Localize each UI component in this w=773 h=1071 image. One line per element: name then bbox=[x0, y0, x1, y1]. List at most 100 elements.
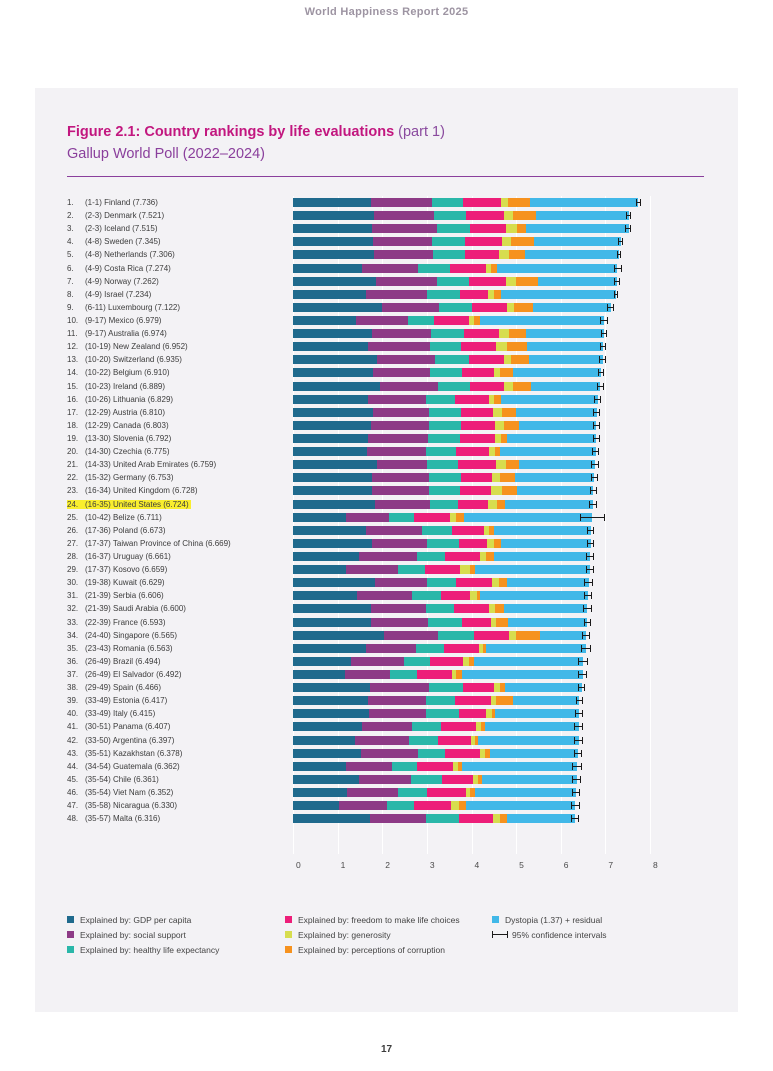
row-country-label: (16-37) Uruguay (6.661) bbox=[85, 552, 171, 561]
segment-social bbox=[347, 787, 398, 797]
row-rank: 24. bbox=[67, 499, 79, 509]
confidence-interval bbox=[600, 343, 607, 351]
segment-gdp bbox=[293, 447, 368, 457]
chart-row: 27. (17-37) Taiwan Province of China (6.6… bbox=[67, 537, 650, 550]
row-label-text: 25. (10-42) Belize (6.711) bbox=[67, 513, 164, 522]
row-label: 45. (35-54) Chile (6.361) bbox=[67, 775, 293, 784]
segment-health bbox=[392, 761, 418, 771]
segment-health bbox=[397, 787, 428, 797]
row-label: 37. (26-49) El Salvador (6.492) bbox=[67, 670, 293, 679]
row-label: 23. (16-34) United Kingdom (6.728) bbox=[67, 486, 293, 495]
confidence-interval bbox=[573, 749, 582, 757]
segment-social bbox=[366, 289, 427, 299]
row-label-text: 33. (22-39) France (6.593) bbox=[67, 618, 167, 627]
gridline bbox=[560, 196, 562, 854]
segment-gdp bbox=[293, 394, 368, 404]
segment-freedom bbox=[451, 525, 484, 535]
segment-dystopia bbox=[507, 617, 588, 627]
segment-gdp bbox=[293, 211, 374, 221]
segment-corruption bbox=[507, 198, 530, 208]
segment-generosity bbox=[492, 814, 501, 824]
segment-freedom bbox=[425, 565, 461, 575]
row-country-label: (16-35) United States (6.724) bbox=[85, 499, 189, 509]
chart-row: 43. (35-51) Kazakhstan (6.378) bbox=[67, 747, 650, 760]
row-country-label: (30-51) Panama (6.407) bbox=[85, 722, 171, 732]
segment-generosity bbox=[491, 486, 503, 496]
segment-generosity bbox=[487, 289, 495, 299]
confidence-interval bbox=[587, 526, 595, 534]
row-label-text: 45. (35-54) Chile (6.361) bbox=[67, 775, 161, 784]
chart-row: 14. (10-22) Belgium (6.910) bbox=[67, 366, 650, 379]
segment-gdp bbox=[293, 748, 361, 758]
row-rank: 8. bbox=[67, 289, 74, 299]
row-label-text: 4. (4-8) Sweden (7.345) bbox=[67, 237, 163, 246]
legend-item: Explained by: GDP per capita bbox=[67, 912, 219, 927]
chart-rows: 1. (1-1) Finland (7.736) 2. (2-3) Denmark (… bbox=[67, 196, 650, 825]
segment-freedom bbox=[459, 709, 486, 719]
row-label-text: 42. (33-50) Argentina (6.397) bbox=[67, 736, 176, 745]
row-rank: 21. bbox=[67, 460, 79, 470]
row-label: 21. (14-33) United Arab Emirates (6.759) bbox=[67, 460, 293, 469]
segment-generosity bbox=[496, 460, 506, 470]
segment-corruption bbox=[458, 801, 466, 811]
segment-health bbox=[427, 538, 460, 548]
chart-row: 16. (10-26) Lithuania (6.829) bbox=[67, 393, 650, 406]
segment-freedom bbox=[471, 302, 508, 312]
chart-row: 46. (35-54) Viet Nam (6.352) bbox=[67, 786, 650, 799]
chart-row: 48. (35-57) Malta (6.316) bbox=[67, 812, 650, 825]
segment-health bbox=[434, 211, 467, 221]
segment-social bbox=[346, 565, 398, 575]
row-label: 38. (29-49) Spain (6.466) bbox=[67, 683, 293, 692]
gridline bbox=[293, 196, 294, 854]
gridline bbox=[605, 196, 607, 854]
row-country-label: (22-39) France (6.593) bbox=[85, 617, 166, 627]
row-label: 35. (23-43) Romania (6.563) bbox=[67, 644, 293, 653]
confidence-interval bbox=[577, 657, 588, 665]
confidence-interval bbox=[584, 579, 594, 587]
segment-corruption bbox=[488, 525, 495, 535]
chart-row: 9. (6-11) Luxembourg (7.122) bbox=[67, 301, 650, 314]
segment-freedom bbox=[434, 316, 470, 326]
segment-health bbox=[432, 250, 466, 260]
segment-dystopia bbox=[525, 224, 629, 234]
segment-corruption bbox=[512, 211, 537, 221]
row-rank: 11. bbox=[67, 329, 78, 339]
figure-card: Figure 2.1: Country rankings by life eva… bbox=[35, 88, 738, 1012]
segment-freedom bbox=[469, 224, 507, 234]
legend-label: Explained by: generosity bbox=[298, 929, 391, 940]
chart-row: 45. (35-54) Chile (6.361) bbox=[67, 773, 650, 786]
row-rank: 46. bbox=[67, 787, 79, 797]
chart-row: 39. (33-49) Estonia (6.417) bbox=[67, 694, 650, 707]
segment-corruption bbox=[494, 604, 504, 614]
segment-dystopia bbox=[494, 552, 591, 561]
confidence-interval bbox=[593, 421, 601, 429]
row-label-text: 12. (10-19) New Zealand (6.952) bbox=[67, 342, 190, 351]
row-label: 46. (35-54) Viet Nam (6.352) bbox=[67, 788, 293, 797]
chart-row: 40. (33-49) Italy (6.415) bbox=[67, 707, 650, 720]
segment-freedom bbox=[444, 748, 480, 758]
chart-row: 17. (12-29) Austria (6.810) bbox=[67, 406, 650, 419]
row-bars bbox=[293, 342, 650, 352]
segment-corruption bbox=[500, 814, 507, 824]
report-header: World Happiness Report 2025 bbox=[304, 6, 469, 18]
segment-corruption bbox=[508, 329, 526, 339]
row-label-text: 2. (2-3) Denmark (7.521) bbox=[67, 211, 166, 220]
row-bars bbox=[293, 696, 650, 706]
segment-freedom bbox=[459, 538, 488, 548]
segment-dystopia bbox=[474, 656, 583, 666]
row-bars bbox=[293, 525, 650, 535]
figure-title: Figure 2.1: Country rankings by life eva… bbox=[67, 124, 445, 140]
row-label: 11. (9-17) Australia (6.974) bbox=[67, 329, 293, 338]
segment-generosity bbox=[483, 525, 489, 535]
row-country-label: (13-30) Slovenia (6.792) bbox=[85, 434, 172, 444]
segment-corruption bbox=[456, 512, 464, 522]
segment-gdp bbox=[293, 316, 357, 326]
segment-gdp bbox=[293, 538, 373, 548]
segment-health bbox=[428, 420, 461, 430]
segment-corruption bbox=[468, 656, 475, 666]
row-bars bbox=[293, 302, 650, 312]
row-label-text: 1. (1-1) Finland (7.736) bbox=[67, 198, 160, 207]
chart-row: 41. (30-51) Panama (6.407) bbox=[67, 720, 650, 733]
segment-corruption bbox=[500, 368, 514, 378]
row-bars bbox=[293, 656, 650, 666]
